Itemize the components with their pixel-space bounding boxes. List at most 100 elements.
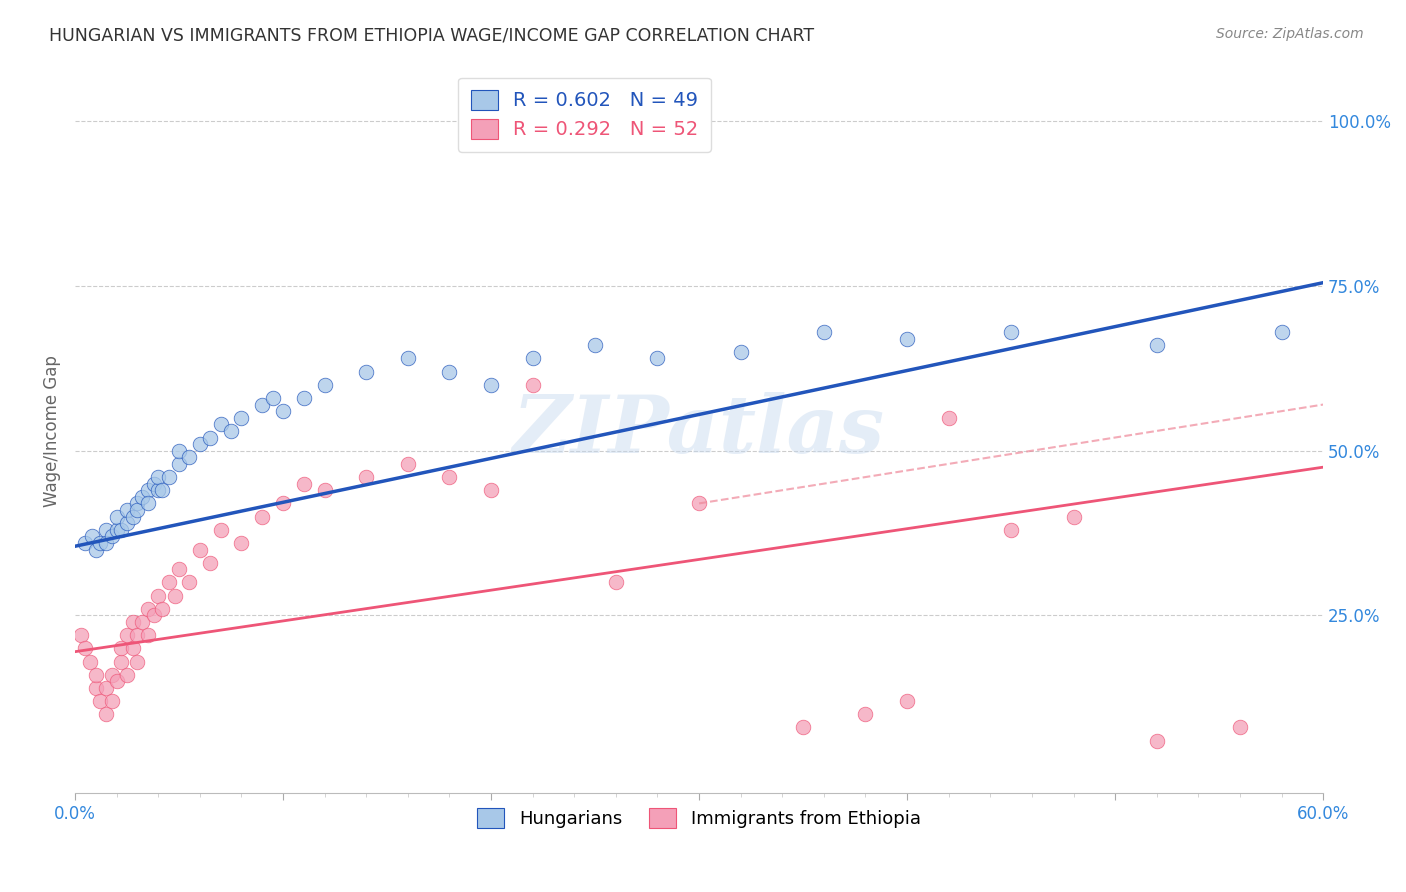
Point — [1000, 523, 1022, 537]
Point — [96, 681, 118, 695]
Point — [179, 575, 201, 590]
Point — [1063, 509, 1085, 524]
Point — [101, 667, 124, 681]
Point — [647, 351, 669, 366]
Point — [143, 476, 166, 491]
Text: HUNGARIAN VS IMMIGRANTS FROM ETHIOPIA WAGE/INCOME GAP CORRELATION CHART: HUNGARIAN VS IMMIGRANTS FROM ETHIOPIA WA… — [49, 27, 814, 45]
Point — [938, 410, 960, 425]
Point — [122, 641, 145, 656]
Point — [167, 562, 190, 576]
Point — [354, 470, 377, 484]
Point — [522, 351, 544, 366]
Point — [157, 470, 180, 484]
Point — [115, 516, 138, 531]
Point — [163, 589, 186, 603]
Point — [148, 589, 170, 603]
Point — [688, 496, 710, 510]
Point — [1146, 338, 1168, 352]
Point — [1146, 733, 1168, 747]
Point — [157, 575, 180, 590]
Point — [136, 602, 159, 616]
Point — [188, 437, 211, 451]
Point — [122, 509, 145, 524]
Point — [252, 398, 274, 412]
Point — [231, 410, 253, 425]
Point — [75, 536, 97, 550]
Point — [80, 529, 103, 543]
Point — [75, 641, 97, 656]
Point — [231, 536, 253, 550]
Point — [150, 483, 173, 498]
Point — [131, 490, 153, 504]
Text: Source: ZipAtlas.com: Source: ZipAtlas.com — [1216, 27, 1364, 41]
Point — [105, 509, 128, 524]
Point — [96, 523, 118, 537]
Point — [292, 476, 315, 491]
Point — [209, 523, 232, 537]
Point — [150, 602, 173, 616]
Point — [127, 496, 149, 510]
Point — [115, 628, 138, 642]
Point — [136, 628, 159, 642]
Point — [110, 655, 132, 669]
Point — [105, 674, 128, 689]
Point — [219, 424, 242, 438]
Point — [167, 457, 190, 471]
Point — [79, 655, 101, 669]
Point — [84, 681, 107, 695]
Point — [101, 529, 124, 543]
Point — [730, 344, 752, 359]
Point — [167, 443, 190, 458]
Point — [131, 615, 153, 629]
Point — [439, 470, 461, 484]
Point — [262, 391, 284, 405]
Point — [271, 496, 294, 510]
Point — [354, 365, 377, 379]
Point — [70, 628, 93, 642]
Point — [89, 536, 111, 550]
Point — [89, 694, 111, 708]
Point — [792, 721, 814, 735]
Point — [439, 365, 461, 379]
Point — [115, 503, 138, 517]
Point — [179, 450, 201, 465]
Point — [110, 523, 132, 537]
Point — [200, 430, 222, 444]
Point — [896, 694, 918, 708]
Point — [105, 523, 128, 537]
Point — [122, 615, 145, 629]
Point — [396, 457, 419, 471]
Point — [209, 417, 232, 432]
Point — [583, 338, 606, 352]
Point — [148, 483, 170, 498]
Text: ZIPatlas: ZIPatlas — [513, 392, 886, 470]
Point — [96, 707, 118, 722]
Point — [314, 483, 336, 498]
Point — [136, 483, 159, 498]
Legend: Hungarians, Immigrants from Ethiopia: Hungarians, Immigrants from Ethiopia — [470, 801, 928, 835]
Point — [479, 483, 502, 498]
Point — [84, 667, 107, 681]
Point — [479, 377, 502, 392]
Point — [110, 641, 132, 656]
Point — [855, 707, 877, 722]
Point — [127, 628, 149, 642]
Point — [200, 556, 222, 570]
Point — [84, 542, 107, 557]
Point — [605, 575, 627, 590]
Point — [1270, 325, 1292, 339]
Point — [127, 503, 149, 517]
Point — [101, 694, 124, 708]
Point — [148, 470, 170, 484]
Point — [396, 351, 419, 366]
Point — [143, 608, 166, 623]
Point — [314, 377, 336, 392]
Point — [188, 542, 211, 557]
Point — [271, 404, 294, 418]
Point — [96, 536, 118, 550]
Point — [522, 377, 544, 392]
Point — [127, 655, 149, 669]
Point — [115, 667, 138, 681]
Point — [813, 325, 835, 339]
Point — [136, 496, 159, 510]
